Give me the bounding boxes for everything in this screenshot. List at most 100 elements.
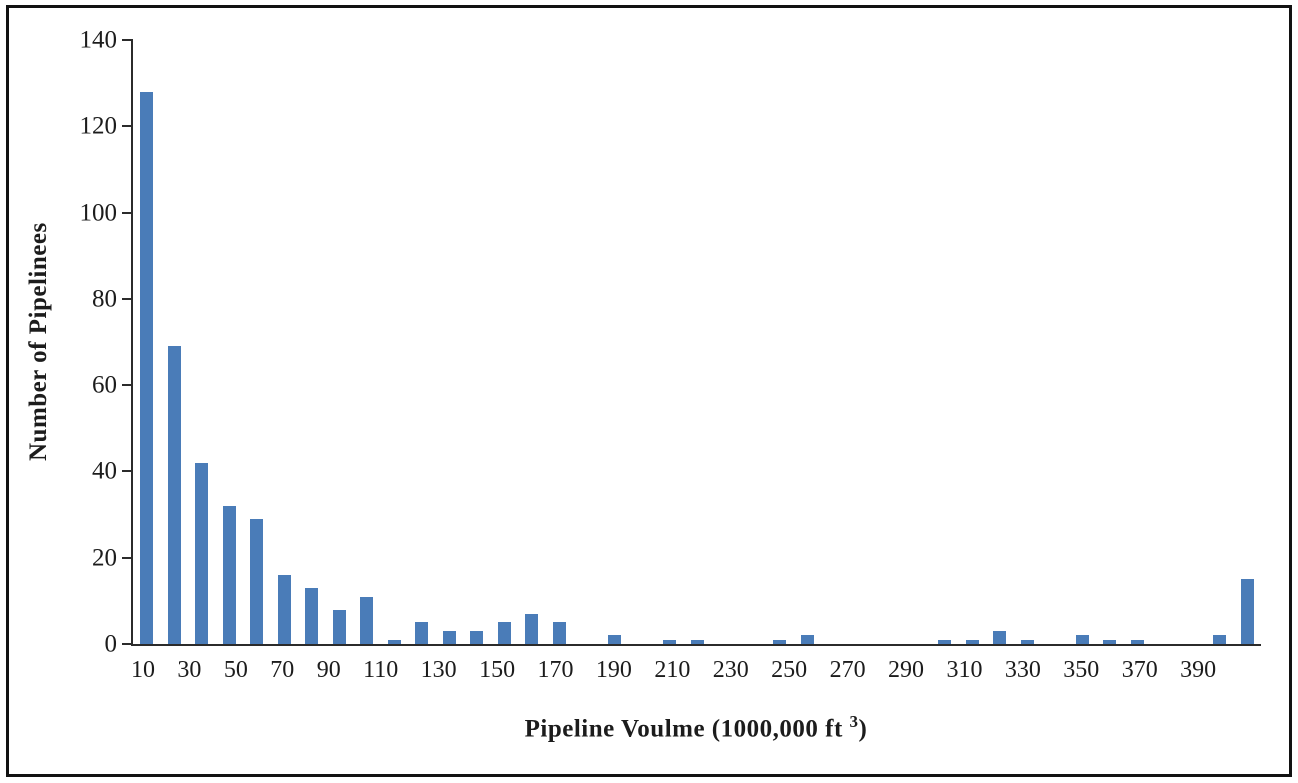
bar	[552, 622, 566, 644]
bar	[993, 631, 1007, 644]
y-axis-title: Number of Pipelinees	[25, 222, 52, 462]
bar-slot	[546, 40, 574, 644]
bar	[663, 639, 677, 644]
bar-slot	[766, 40, 794, 644]
x-tick-label	[982, 656, 1004, 685]
bar-slot	[518, 40, 546, 644]
x-tick-label: 330	[1004, 657, 1041, 683]
x-tick-label: 270	[829, 657, 866, 683]
x-tick-label: 290	[888, 657, 925, 683]
x-tick-label	[155, 656, 177, 685]
x-tick-label: 150	[479, 657, 516, 683]
x-tick-label: 370	[1121, 657, 1158, 683]
y-tick-mark	[122, 39, 133, 41]
bar	[938, 639, 952, 644]
x-tick-label	[515, 656, 537, 685]
x-tick-label	[201, 656, 223, 685]
x-tick-label: 170	[537, 657, 574, 683]
bar	[167, 346, 181, 644]
bar-slot	[656, 40, 684, 644]
x-tick-label	[457, 656, 479, 685]
x-tick-label: 90	[316, 657, 341, 683]
x-axis-title: Pipeline Voulme (1000,000 ft 3)	[131, 712, 1261, 743]
y-tick-label: 20	[92, 544, 117, 572]
x-tick-label	[866, 656, 888, 685]
bar	[470, 631, 484, 644]
bar-slot	[573, 40, 601, 644]
y-tick-mark	[122, 643, 133, 645]
bar	[1240, 579, 1254, 644]
bar	[250, 518, 264, 644]
bar	[1103, 639, 1117, 644]
y-tick-label: 120	[79, 112, 118, 140]
plot-area: 0 20 40 60 80 100 120 140	[80, 28, 1261, 657]
bar-slot	[491, 40, 519, 644]
bar-slot	[711, 40, 739, 644]
x-tick-label: 390	[1180, 657, 1217, 683]
x-axis-title-text: Pipeline Voulme (1000,000 ft	[524, 715, 843, 743]
bar-slot	[958, 40, 986, 644]
bar-slot	[931, 40, 959, 644]
bar	[277, 574, 291, 644]
bar-slot	[793, 40, 821, 644]
bar	[415, 622, 429, 644]
x-tick-label	[573, 656, 595, 685]
bar-slot	[821, 40, 849, 644]
bar-slot	[876, 40, 904, 644]
bar	[525, 613, 539, 644]
bar-slot	[1041, 40, 1069, 644]
bar	[195, 462, 209, 644]
chart-frame: Number of Pipelinees 0 20 40 60 80 100 120 140 …	[6, 5, 1292, 777]
bar	[608, 635, 622, 644]
bar	[1213, 635, 1227, 644]
bar-slot	[216, 40, 244, 644]
bars	[133, 40, 1261, 644]
bar-slot	[986, 40, 1014, 644]
bar-slot	[408, 40, 436, 644]
bar-slot	[1151, 40, 1179, 644]
x-tick-label	[1158, 656, 1180, 685]
x-tick-label	[924, 656, 946, 685]
bar	[222, 505, 236, 644]
x-tick-label: 30	[177, 657, 202, 683]
bar	[332, 609, 346, 644]
x-tick-label: 310	[946, 657, 983, 683]
y-tick-label: 80	[92, 285, 117, 313]
y-tick-label: 100	[79, 199, 118, 227]
bar-slot	[1069, 40, 1097, 644]
bar	[360, 596, 374, 644]
bar-slot	[1124, 40, 1152, 644]
x-tick-label	[807, 656, 829, 685]
bar	[1130, 639, 1144, 644]
x-tick-label: 10	[131, 657, 155, 683]
x-tick-label	[632, 656, 654, 685]
bar-slot	[628, 40, 656, 644]
bar-slot	[848, 40, 876, 644]
bar-slot	[298, 40, 326, 644]
bar-slot	[188, 40, 216, 644]
bar	[1075, 635, 1089, 644]
x-tick-label	[294, 656, 316, 685]
y-tick-mark	[122, 384, 133, 387]
bar-slot	[1234, 40, 1262, 644]
x-tick-label: 190	[595, 657, 632, 683]
x-tick-label	[1041, 656, 1063, 685]
bar	[387, 639, 401, 644]
y-tick-label: 140	[79, 26, 118, 54]
x-axis-title-close: )	[858, 715, 868, 743]
bar-slot	[1179, 40, 1207, 644]
x-tick-label	[749, 656, 771, 685]
bar-slot	[463, 40, 491, 644]
bar	[773, 639, 787, 644]
x-axis-labels: 10 30 50 70 90 110 130 150 170 190 210 230 250 270 290…	[131, 656, 1261, 685]
bar	[800, 635, 814, 644]
y-axis-ticks: 0 20 40 60 80 100 120 140	[80, 28, 1261, 657]
y-tick-mark	[122, 470, 133, 473]
bar-slot	[601, 40, 629, 644]
bar	[1020, 639, 1034, 644]
x-tick-label	[690, 656, 712, 685]
x-tick-label: 130	[420, 657, 457, 683]
y-tick-mark	[122, 211, 133, 214]
bar	[305, 587, 319, 644]
